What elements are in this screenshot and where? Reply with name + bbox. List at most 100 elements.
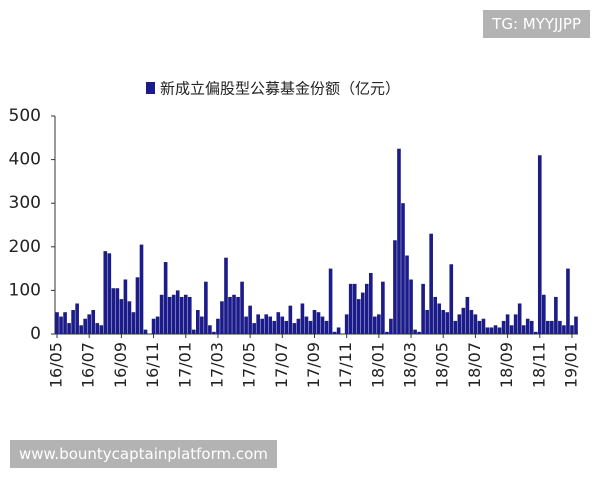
bar bbox=[191, 329, 196, 334]
x-tick-label: 18/09 bbox=[497, 342, 516, 388]
x-tick-label: 18/07 bbox=[465, 342, 484, 388]
y-tick-label: 100 bbox=[9, 280, 41, 300]
bar bbox=[525, 318, 530, 334]
bar bbox=[115, 288, 120, 334]
bar bbox=[324, 320, 329, 334]
bar bbox=[103, 251, 108, 334]
bar bbox=[232, 294, 236, 334]
bar bbox=[83, 318, 87, 334]
bar bbox=[493, 325, 498, 334]
bar bbox=[284, 320, 289, 334]
bar bbox=[143, 329, 148, 334]
bar bbox=[244, 316, 248, 334]
bar bbox=[252, 323, 256, 334]
x-tick-label: 16/11 bbox=[143, 342, 162, 388]
x-tick-label: 16/05 bbox=[47, 342, 66, 388]
x-tick-label: 17/11 bbox=[336, 342, 355, 388]
bar bbox=[425, 310, 429, 334]
bar bbox=[280, 316, 285, 334]
bar bbox=[268, 316, 273, 334]
bar bbox=[292, 323, 297, 334]
x-tick-label: 17/03 bbox=[207, 342, 226, 388]
bar bbox=[236, 296, 240, 334]
bar bbox=[352, 283, 357, 334]
bar bbox=[429, 233, 433, 334]
bar bbox=[240, 281, 244, 334]
bar bbox=[336, 327, 341, 334]
x-tick-label: 19/01 bbox=[561, 342, 580, 388]
bar bbox=[550, 320, 554, 334]
bar bbox=[389, 318, 393, 334]
x-tick-label: 17/09 bbox=[304, 342, 323, 388]
bar bbox=[127, 301, 132, 334]
bar bbox=[546, 320, 550, 334]
bar bbox=[437, 303, 442, 334]
bar bbox=[248, 305, 252, 334]
bar bbox=[204, 281, 208, 334]
bar bbox=[558, 320, 562, 334]
bar bbox=[175, 290, 180, 334]
bar bbox=[505, 314, 510, 334]
bar bbox=[537, 155, 542, 334]
bar bbox=[87, 314, 92, 334]
bar bbox=[312, 310, 317, 334]
bar bbox=[71, 310, 75, 334]
bar bbox=[171, 294, 176, 334]
bar bbox=[433, 296, 437, 334]
bar bbox=[356, 299, 361, 334]
x-tick-label: 18/11 bbox=[529, 342, 548, 388]
bar bbox=[373, 316, 377, 334]
bar bbox=[300, 303, 305, 334]
bar bbox=[453, 320, 458, 334]
bar bbox=[364, 283, 369, 334]
bar bbox=[167, 296, 172, 334]
bar bbox=[461, 307, 466, 334]
bar bbox=[75, 303, 79, 334]
x-tick-label: 16/07 bbox=[79, 342, 98, 388]
bar bbox=[159, 294, 164, 334]
bar bbox=[445, 312, 450, 334]
bar bbox=[187, 296, 192, 334]
bar bbox=[574, 316, 578, 334]
bar bbox=[139, 244, 144, 334]
bar bbox=[405, 255, 409, 334]
y-tick-label: 400 bbox=[9, 150, 41, 170]
bar bbox=[131, 312, 136, 334]
bar bbox=[95, 323, 100, 334]
bar bbox=[344, 314, 349, 334]
bar bbox=[377, 314, 381, 334]
bar bbox=[397, 148, 401, 334]
bar bbox=[449, 264, 454, 334]
bar bbox=[348, 283, 353, 334]
bar bbox=[477, 320, 482, 334]
bar bbox=[212, 331, 216, 334]
bar bbox=[533, 331, 538, 334]
bar bbox=[570, 325, 574, 334]
x-tick-label: 17/05 bbox=[240, 342, 259, 388]
bar bbox=[200, 316, 204, 334]
bar bbox=[509, 325, 514, 334]
bar bbox=[155, 316, 160, 334]
x-tick-label: 16/09 bbox=[111, 342, 130, 388]
x-tick-label: 18/01 bbox=[368, 342, 387, 388]
legend-swatch bbox=[146, 82, 155, 94]
bar bbox=[228, 296, 232, 334]
bar bbox=[196, 310, 200, 334]
bar bbox=[91, 310, 96, 334]
watermark: TG: MYYJJPP bbox=[483, 10, 590, 38]
bar bbox=[260, 318, 264, 334]
bar bbox=[67, 323, 71, 334]
bar bbox=[308, 320, 313, 334]
bar bbox=[256, 314, 260, 334]
bar bbox=[369, 272, 373, 334]
y-tick-label: 200 bbox=[9, 237, 41, 257]
bar bbox=[413, 329, 417, 334]
bar bbox=[216, 318, 220, 334]
bar bbox=[288, 305, 293, 334]
bar bbox=[316, 312, 321, 334]
bar bbox=[179, 296, 184, 334]
x-tick-label: 18/05 bbox=[433, 342, 452, 388]
